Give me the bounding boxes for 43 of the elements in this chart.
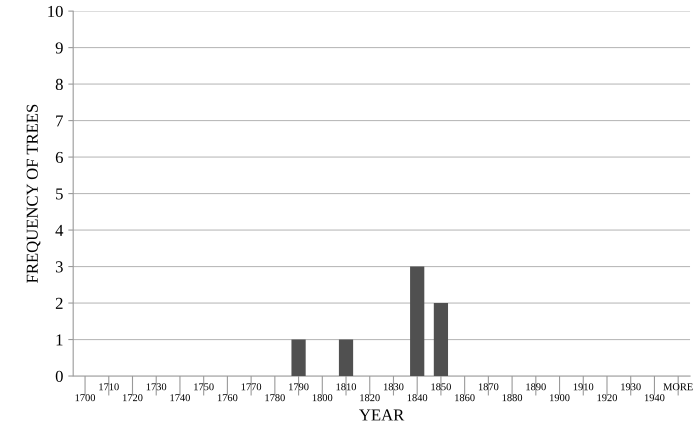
x-tick-label: 1850 xyxy=(431,383,451,390)
x-tick-label: 1820 xyxy=(360,394,380,402)
x-tick-label: 1920 xyxy=(597,394,618,402)
bar xyxy=(291,340,306,376)
y-tick-label: 8 xyxy=(56,78,63,90)
x-tick-label: 1830 xyxy=(384,383,404,390)
x-tick-label: 1860 xyxy=(455,394,475,402)
x-axis-title: YEAR xyxy=(359,409,404,420)
x-tick-label: 1900 xyxy=(550,394,570,402)
x-tick-label: 1720 xyxy=(122,394,143,402)
y-tick-label: 4 xyxy=(55,224,64,236)
x-tick-label: 1770 xyxy=(242,383,262,390)
x-tick-label: 1800 xyxy=(312,394,332,402)
y-axis-title: FREQUENCY OF TREES xyxy=(26,104,40,283)
x-tick-label: 1840 xyxy=(408,394,428,402)
x-tick-label: 1870 xyxy=(478,383,498,390)
x-tick-label: 1730 xyxy=(146,383,166,390)
x-tick-label: 1710 xyxy=(99,383,119,390)
x-tick-label: 1700 xyxy=(76,394,96,402)
y-tick-label: 2 xyxy=(56,298,63,309)
x-tick-label: MORE xyxy=(663,383,693,390)
y-tick-label: 6 xyxy=(56,152,63,164)
y-tick-label: 1 xyxy=(56,334,62,346)
x-tick-label: 1890 xyxy=(526,383,546,390)
x-tick-label: 1780 xyxy=(265,394,285,402)
x-tick-label: 1940 xyxy=(644,394,664,402)
x-tick-label: 1790 xyxy=(289,383,309,390)
bar xyxy=(410,266,424,376)
y-tick-label: 7 xyxy=(56,115,63,126)
y-tick-label: 9 xyxy=(56,42,63,54)
bar xyxy=(338,340,354,376)
y-tick-label: 10 xyxy=(48,6,63,18)
x-tick-label: 1750 xyxy=(194,383,214,390)
bar xyxy=(434,303,448,376)
y-tick-label: 0 xyxy=(56,370,63,382)
x-tick-label: 1930 xyxy=(621,383,641,390)
x-tick-label: 1880 xyxy=(502,394,522,402)
y-tick-label: 5 xyxy=(56,188,63,200)
x-tick-label: 1760 xyxy=(218,394,238,402)
x-tick-label: 1910 xyxy=(574,383,594,390)
x-tick-label: 1740 xyxy=(170,394,190,402)
y-tick-label: 3 xyxy=(56,261,63,272)
x-tick-label: 1810 xyxy=(336,383,356,390)
